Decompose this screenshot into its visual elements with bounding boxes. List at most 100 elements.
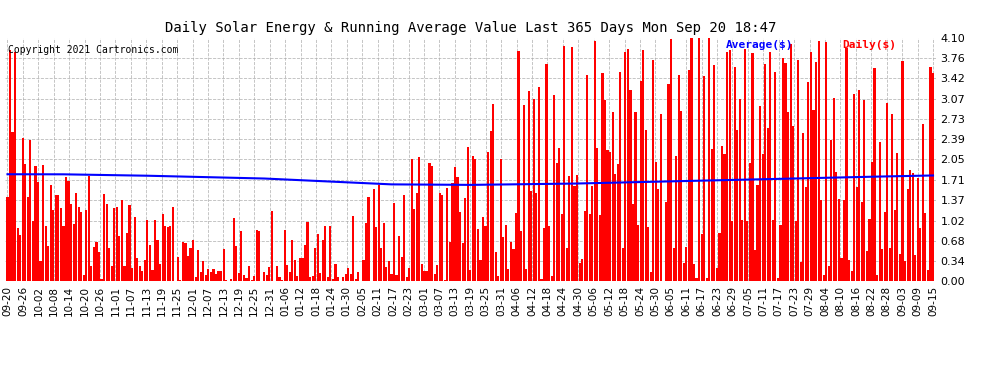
Bar xyxy=(665,202,667,281)
Bar xyxy=(35,166,37,281)
Bar xyxy=(453,167,456,281)
Bar xyxy=(513,249,515,281)
Bar xyxy=(550,276,552,281)
Bar xyxy=(649,272,651,281)
Bar xyxy=(619,72,622,281)
Bar xyxy=(236,246,238,281)
Bar xyxy=(754,250,756,281)
Bar xyxy=(271,211,273,281)
Bar xyxy=(103,194,105,281)
Bar xyxy=(12,132,14,281)
Bar xyxy=(179,279,181,281)
Bar xyxy=(632,204,634,281)
Bar xyxy=(635,112,637,281)
Bar xyxy=(800,262,802,281)
Bar xyxy=(708,38,711,281)
Bar xyxy=(129,206,131,281)
Bar xyxy=(291,240,293,281)
Bar xyxy=(101,279,103,281)
Bar xyxy=(294,260,296,281)
Bar xyxy=(248,266,250,281)
Bar xyxy=(896,153,899,281)
Bar xyxy=(27,197,29,281)
Bar xyxy=(889,248,891,281)
Bar xyxy=(604,100,606,281)
Bar xyxy=(113,208,116,281)
Bar xyxy=(907,189,909,281)
Bar xyxy=(357,272,359,281)
Bar xyxy=(654,162,657,281)
Bar xyxy=(148,245,150,281)
Bar xyxy=(419,157,421,281)
Bar xyxy=(337,277,340,281)
Bar xyxy=(393,204,395,281)
Bar xyxy=(787,112,789,281)
Bar xyxy=(48,246,50,281)
Bar xyxy=(349,274,351,281)
Bar xyxy=(560,214,563,281)
Bar xyxy=(50,184,51,281)
Bar xyxy=(731,221,734,281)
Bar xyxy=(153,220,156,281)
Bar xyxy=(184,243,186,281)
Bar xyxy=(815,62,817,281)
Bar xyxy=(456,177,458,281)
Bar xyxy=(500,159,502,281)
Bar xyxy=(766,128,769,281)
Bar xyxy=(171,207,174,281)
Bar xyxy=(657,189,659,281)
Bar xyxy=(126,232,128,281)
Bar xyxy=(205,275,207,281)
Bar xyxy=(307,222,309,281)
Bar xyxy=(246,278,248,281)
Bar xyxy=(380,248,382,281)
Bar xyxy=(764,64,766,281)
Bar xyxy=(487,152,489,281)
Bar xyxy=(85,210,87,281)
Bar xyxy=(258,231,260,281)
Bar xyxy=(70,204,72,281)
Bar xyxy=(566,248,568,281)
Bar xyxy=(406,276,408,281)
Bar xyxy=(520,231,522,281)
Bar xyxy=(863,100,865,281)
Bar xyxy=(925,213,927,281)
Bar xyxy=(309,277,311,281)
Bar xyxy=(515,213,517,281)
Bar xyxy=(263,272,265,281)
Bar xyxy=(24,164,27,281)
Bar xyxy=(77,207,80,281)
Bar xyxy=(917,178,919,281)
Bar xyxy=(831,140,833,281)
Bar xyxy=(507,268,510,281)
Bar xyxy=(662,280,664,281)
Bar xyxy=(680,111,682,281)
Bar xyxy=(451,183,453,281)
Bar xyxy=(189,248,192,281)
Bar xyxy=(367,197,369,281)
Bar xyxy=(230,279,233,281)
Bar xyxy=(599,215,601,281)
Bar xyxy=(711,148,713,281)
Bar xyxy=(746,222,748,281)
Bar xyxy=(576,175,578,281)
Bar xyxy=(439,192,441,281)
Bar xyxy=(586,75,588,281)
Bar xyxy=(474,159,476,281)
Bar xyxy=(726,52,728,281)
Bar xyxy=(484,226,487,281)
Bar xyxy=(255,230,257,281)
Bar xyxy=(98,252,100,281)
Bar xyxy=(660,114,662,281)
Bar xyxy=(429,163,431,281)
Bar xyxy=(37,182,39,281)
Bar xyxy=(751,53,753,281)
Bar xyxy=(45,226,47,281)
Bar xyxy=(644,130,646,281)
Bar xyxy=(134,217,136,281)
Bar xyxy=(14,52,16,281)
Bar xyxy=(265,275,268,281)
Bar xyxy=(461,243,463,281)
Bar xyxy=(518,51,520,281)
Bar xyxy=(156,240,158,281)
